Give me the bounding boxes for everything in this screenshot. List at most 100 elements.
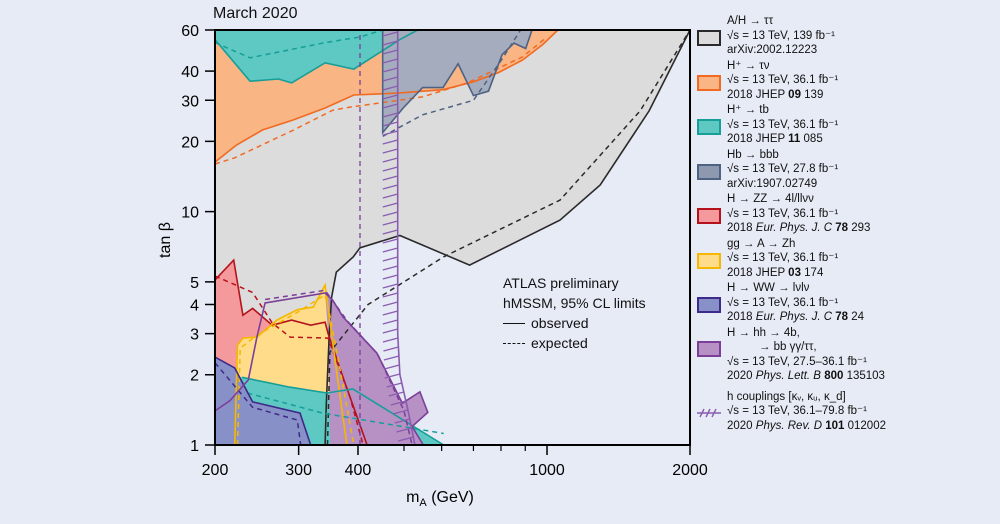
exclusion-regions bbox=[215, 30, 690, 445]
y-tick-label: 20 bbox=[181, 134, 199, 151]
legend-text: √s = 13 TeV, 36.1–79.8 fb⁻¹ bbox=[727, 405, 867, 417]
hatch-mark bbox=[383, 355, 400, 361]
legend-line: √s = 13 TeV, 36.1 fb⁻¹ bbox=[727, 118, 997, 133]
legend-line: gg → A → Zh bbox=[727, 237, 997, 252]
hatch-mark bbox=[396, 427, 412, 433]
legend-text: √s = 13 TeV, 27.8 fb⁻¹ bbox=[727, 163, 839, 175]
y-tick-label: 5 bbox=[190, 275, 199, 292]
legend-text: A/H → ττ bbox=[727, 15, 774, 27]
legend-text: h couplings [κᵥ, κᵤ, κ_d] bbox=[727, 390, 846, 403]
legend: A/H → ττ √s = 13 TeV, 139 fb⁻¹ arXiv:2002.… bbox=[697, 14, 997, 434]
expected-key: expected bbox=[503, 333, 646, 353]
legend-text: √s = 13 TeV, 36.1 fb⁻¹ bbox=[727, 74, 839, 86]
legend-line: H → WW → lνlν bbox=[727, 281, 997, 296]
legend-text: 2018 JHEP bbox=[727, 133, 789, 145]
hatch-swatch-icon bbox=[697, 407, 721, 419]
region-tb_high bbox=[215, 30, 418, 83]
observed-label: observed bbox=[531, 315, 589, 331]
legend-line: H → hh → 4b, bbox=[727, 326, 997, 341]
color-swatch-icon bbox=[697, 340, 721, 357]
hatch-mark bbox=[382, 49, 398, 55]
legend-text: 139 bbox=[800, 88, 824, 101]
legend-item: gg → A → Zh √s = 13 TeV, 36.1 fb⁻¹ 2018 JH… bbox=[697, 237, 997, 281]
legend-text: 09 bbox=[788, 88, 801, 101]
legend-line: H⁺ → τν bbox=[727, 59, 997, 74]
legend-line: √s = 13 TeV, 36.1 fb⁻¹ bbox=[727, 296, 997, 311]
legend-text: Phys. Lett. B bbox=[755, 370, 821, 382]
y-tick-label: 2 bbox=[190, 368, 199, 385]
hatch-mark bbox=[382, 67, 398, 73]
legend-item: H⁺ → τν √s = 13 TeV, 36.1 fb⁻¹ 2018 JHEP 0… bbox=[697, 59, 997, 103]
legend-text: Phys. Rev. D bbox=[755, 419, 823, 432]
hatch-mark bbox=[382, 157, 398, 163]
hatch-mark bbox=[382, 283, 398, 289]
legend-text: 11 bbox=[788, 133, 801, 145]
legend-line: 2018 JHEP 11 085 bbox=[727, 132, 997, 147]
legend-text: H⁺ → tb bbox=[727, 104, 769, 116]
legend-text: 174 bbox=[800, 266, 824, 279]
hatch-mark bbox=[382, 256, 398, 262]
legend-line: 2018 JHEP 09 139 bbox=[727, 88, 997, 103]
observed-line-tb_high bbox=[214, 29, 418, 84]
x-tick-label: 300 bbox=[285, 462, 312, 479]
hatch-mark bbox=[382, 328, 398, 334]
legend-text: √s = 13 TeV, 36.1 fb⁻¹ bbox=[727, 118, 839, 131]
observed-line-bbb bbox=[381, 29, 533, 135]
hatch-mark bbox=[394, 418, 410, 424]
region-bbb bbox=[382, 30, 532, 133]
legend-text: 135103 bbox=[843, 370, 885, 382]
legend-text: 2018 bbox=[727, 311, 756, 323]
x-tick-label: 2000 bbox=[672, 462, 708, 479]
legend-line: 2020 Phys. Lett. B 800 135103 bbox=[727, 369, 997, 384]
legend-text: Eur. Phys. J. C bbox=[755, 311, 833, 323]
hatch-mark bbox=[382, 31, 398, 37]
legend-text: 24 bbox=[848, 311, 865, 323]
hatch-mark bbox=[382, 319, 398, 325]
expected-line-taunu bbox=[214, 36, 548, 165]
legend-text: √s = 13 TeV, 36.1 fb⁻¹ bbox=[727, 207, 839, 220]
legend-text: 03 bbox=[788, 266, 801, 279]
solid-line-icon bbox=[503, 322, 525, 324]
observed-line-hh bbox=[214, 292, 429, 446]
legend-line: √s = 13 TeV, 36.1–79.8 fb⁻¹ bbox=[727, 404, 997, 419]
hatch-mark bbox=[382, 238, 398, 244]
legend-text: 293 bbox=[848, 222, 871, 234]
legend-text: 78 bbox=[835, 222, 849, 234]
expected-line-bbb bbox=[382, 29, 522, 138]
y-tick-label: 30 bbox=[181, 93, 199, 110]
color-swatch-icon bbox=[697, 297, 721, 313]
legend-line: arXiv:2002.12223 bbox=[727, 43, 997, 58]
legend-line: H → ZZ → 4l/llνν bbox=[727, 192, 997, 207]
axis-ticks: 200 300 400 1000 2000 1 2 3 4 5 10 20 30 40 60 bbox=[181, 23, 708, 479]
hatch-mark bbox=[382, 337, 399, 343]
legend-text: H → ZZ → 4l/llνν bbox=[727, 193, 814, 205]
legend-line: √s = 13 TeV, 27.5–36.1 fb⁻¹ bbox=[727, 355, 997, 370]
hatch-mark bbox=[382, 103, 398, 109]
color-swatch-icon bbox=[697, 208, 721, 224]
legend-text: 2020 bbox=[727, 419, 756, 432]
legend-text: H⁺ → τν bbox=[727, 59, 770, 72]
legend-text: 2018 JHEP bbox=[727, 88, 789, 101]
observed-line-tb_low bbox=[241, 376, 445, 446]
hatch-mark bbox=[382, 220, 398, 226]
legend-text: gg → A → Zh bbox=[727, 237, 796, 250]
legend-text: 101 bbox=[825, 419, 845, 432]
hatch-mark bbox=[382, 148, 398, 154]
hatch-mark bbox=[382, 184, 398, 190]
legend-line: A/H → ττ bbox=[727, 14, 997, 29]
observed-line-ww bbox=[214, 356, 312, 446]
legend-text: H → WW → lνlν bbox=[727, 282, 810, 294]
expected-label: expected bbox=[531, 335, 588, 351]
legend-line: h couplings [κᵥ, κᵤ, κ_d] bbox=[727, 390, 997, 405]
hatch-mark bbox=[382, 85, 398, 91]
y-tick-label: 1 bbox=[190, 438, 199, 455]
region-tautau bbox=[215, 30, 690, 445]
hatch-mark bbox=[382, 58, 398, 64]
hatch-mark bbox=[382, 112, 398, 118]
legend-item: H → WW → lνlν √s = 13 TeV, 36.1 fb⁻¹ 2018 … bbox=[697, 281, 997, 325]
color-swatch-icon bbox=[697, 163, 721, 180]
legend-text: 2018 JHEP bbox=[727, 266, 789, 279]
hatch-mark bbox=[384, 373, 400, 379]
legend-text: 085 bbox=[800, 133, 823, 145]
